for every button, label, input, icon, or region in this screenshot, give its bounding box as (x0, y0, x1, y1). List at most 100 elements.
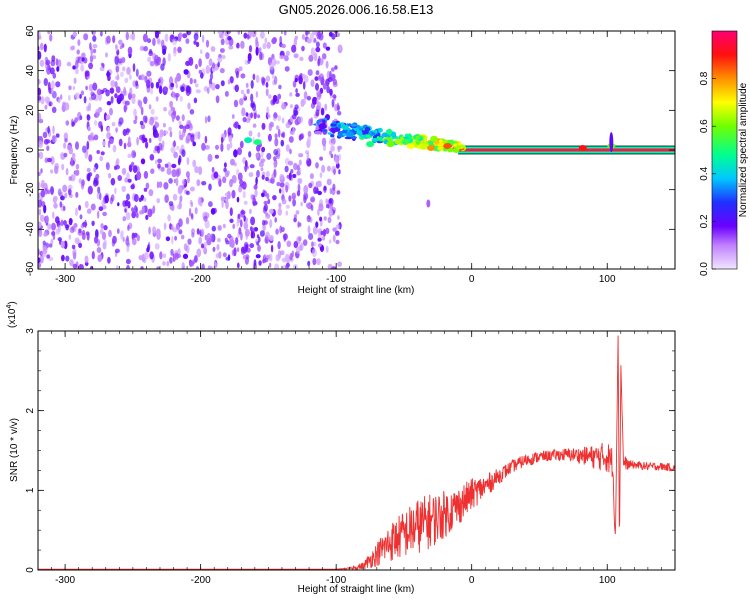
noise-speck (49, 243, 53, 247)
noise-speck (339, 45, 342, 50)
noise-speck (144, 252, 149, 259)
noise-speck (207, 87, 210, 94)
noise-speck (52, 125, 54, 134)
noise-speck (290, 104, 293, 108)
noise-speck (75, 192, 78, 198)
noise-speck (74, 117, 78, 123)
noise-speck (303, 81, 306, 89)
noise-speck (45, 157, 49, 163)
noise-speck (190, 134, 194, 142)
noise-speck (69, 235, 72, 240)
noise-speck (106, 162, 110, 170)
noise-speck (173, 110, 177, 115)
noise-speck (73, 264, 77, 269)
noise-speck (56, 228, 61, 234)
noise-speck (251, 230, 253, 238)
noise-speck (93, 167, 96, 173)
noise-speck (316, 70, 320, 75)
noise-speck (105, 52, 108, 57)
noise-speck (186, 191, 190, 195)
signal-blob (342, 125, 349, 130)
signal-blob-major (346, 131, 354, 137)
noise-speck (224, 162, 227, 167)
noise-speck (248, 151, 251, 157)
noise-speck (78, 205, 81, 211)
noise-speck (276, 182, 280, 186)
noise-speck (266, 107, 269, 114)
noise-speck (221, 137, 224, 143)
noise-speck (160, 63, 164, 70)
noise-speck (295, 88, 298, 93)
noise-speck (206, 40, 209, 48)
noise-speck (249, 243, 254, 248)
noise-speck (69, 218, 73, 225)
noise-speck (150, 61, 155, 67)
noise-speck (52, 212, 54, 219)
noise-speck (167, 214, 171, 221)
noise-speck (149, 189, 154, 196)
noise-speck (97, 247, 102, 253)
noise-speck (281, 227, 285, 232)
noise-speck (295, 104, 299, 109)
noise-speck (133, 165, 138, 173)
noise-speck (87, 209, 92, 214)
noise-speck (266, 76, 270, 82)
noise-speck (49, 101, 53, 106)
noise-speck (139, 101, 142, 109)
noise-speck (129, 74, 132, 80)
noise-speck (335, 231, 340, 236)
noise-speck (97, 211, 99, 219)
noise-speck (61, 241, 65, 249)
noise-speck (282, 132, 285, 139)
noise-speck (325, 199, 328, 205)
noise-speck (51, 60, 56, 67)
noise-speck (106, 114, 110, 120)
noise-speck (75, 60, 79, 69)
noise-speck (233, 123, 238, 128)
noise-speck (292, 193, 297, 200)
noise-speck (322, 138, 326, 147)
noise-speck (136, 137, 139, 146)
noise-speck (300, 202, 302, 207)
noise-speck (221, 197, 225, 202)
noise-speck (88, 126, 91, 131)
noise-speck (128, 179, 132, 183)
noise-speck (201, 229, 204, 237)
noise-speck (106, 36, 111, 44)
noise-speck (262, 220, 265, 226)
noise-speck (315, 221, 318, 227)
noise-speck (302, 74, 306, 79)
noise-speck (176, 178, 179, 187)
noise-speck (240, 73, 245, 78)
noise-speck (76, 170, 80, 176)
noise-speck (225, 91, 229, 97)
noise-speck (124, 143, 127, 149)
noise-speck (311, 241, 314, 247)
noise-speck (155, 160, 158, 165)
noise-speck (115, 249, 120, 254)
carrier-band-core (458, 149, 675, 152)
noise-speck (299, 57, 303, 62)
noise-speck (155, 133, 159, 138)
noise-speck (199, 70, 202, 74)
noise-speck (148, 51, 153, 57)
colorbar: 0.00.20.40.60.8 Normalized spectral ampl… (699, 31, 749, 276)
noise-speck (335, 240, 339, 244)
noise-speck (156, 57, 161, 66)
noise-speck (47, 224, 51, 230)
noise-speck (269, 235, 274, 241)
noise-speck (201, 143, 206, 151)
noise-speck (129, 34, 133, 39)
noise-speck (143, 97, 147, 105)
noise-speck (105, 90, 110, 97)
noise-speck (277, 241, 280, 249)
noise-speck (165, 33, 169, 42)
noise-speck (149, 138, 152, 143)
noise-speck (75, 208, 78, 216)
noise-speck (92, 83, 97, 91)
noise-speck (312, 248, 317, 257)
noise-speck (70, 46, 75, 51)
noise-speck (67, 62, 72, 67)
noise-speck (337, 190, 341, 194)
noise-speck (157, 159, 162, 164)
